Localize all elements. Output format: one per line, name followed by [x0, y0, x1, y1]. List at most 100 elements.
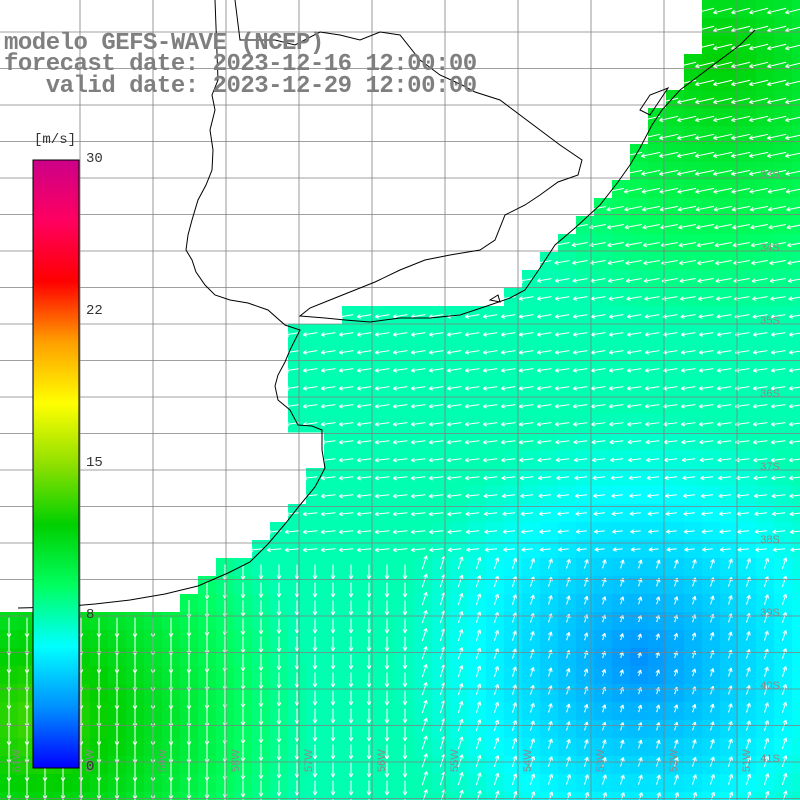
- wind-arrow-head: [715, 296, 720, 300]
- wind-arrow-head: [423, 771, 428, 775]
- wind-arrow: [620, 792, 625, 800]
- wind-arrow: [537, 278, 552, 282]
- wind-arrow-head: [479, 754, 482, 760]
- wind-arrow-head: [386, 683, 390, 688]
- wind-arrow: [781, 612, 787, 623]
- wind-arrow-head: [296, 629, 300, 634]
- wind-arrow-head: [338, 314, 343, 318]
- wind-arrow-head: [768, 224, 773, 229]
- wind-arrow: [716, 296, 732, 300]
- wind-arrow: [697, 278, 714, 282]
- wind-arrow: [537, 368, 552, 372]
- wind-arrow-head: [640, 687, 643, 692]
- wind-cell: [792, 720, 800, 739]
- wind-arrow-head: [608, 298, 613, 301]
- wind-arrow-head: [586, 739, 589, 744]
- wind-arrow: [731, 205, 751, 211]
- wind-arrow-head: [677, 66, 682, 69]
- wind-arrow-head: [530, 594, 534, 599]
- wind-arrow: [575, 512, 587, 515]
- wind-arrow: [411, 440, 426, 444]
- wind-arrow-head: [384, 683, 388, 688]
- wind-arrow-head: [619, 596, 624, 600]
- wind-arrow-head: [548, 667, 552, 671]
- wind-arrow-head: [284, 547, 289, 551]
- wind-arrow-head: [782, 772, 787, 777]
- wind-arrow: [626, 296, 642, 300]
- wind-arrow-head: [681, 441, 686, 445]
- wind-arrow-head: [276, 684, 280, 689]
- wind-arrow-head: [736, 513, 741, 517]
- wind-arrow-head: [749, 756, 752, 761]
- wind-arrow-head: [296, 683, 300, 688]
- wind-arrow-head: [767, 684, 769, 689]
- wind-arrow-head: [384, 791, 388, 796]
- wind-arrow-head: [410, 439, 415, 443]
- wind-arrow: [447, 332, 462, 336]
- wind-arrow: [714, 241, 732, 247]
- wind-arrow-head: [348, 755, 352, 760]
- wind-arrow-head: [677, 792, 680, 797]
- wind-arrow: [571, 224, 588, 229]
- wind-arrow: [493, 666, 499, 677]
- wind-arrow: [620, 669, 624, 677]
- wind-arrow-head: [458, 592, 463, 597]
- wind-arrow-head: [604, 669, 607, 674]
- wind-arrow: [785, 62, 800, 68]
- wind-arrow-head: [423, 555, 427, 560]
- wind-arrow-head: [500, 403, 505, 408]
- wind-arrow-head: [476, 683, 481, 687]
- wind-arrow: [754, 512, 768, 515]
- wind-arrow-head: [785, 12, 790, 15]
- wind-arrow-head: [459, 789, 463, 794]
- wind-arrow-head: [426, 789, 428, 794]
- wind-arrow: [475, 701, 481, 714]
- wind-arrow-head: [554, 421, 559, 425]
- wind-arrow-head: [519, 298, 524, 301]
- wind-arrow-head: [294, 755, 298, 760]
- wind-arrow: [393, 404, 408, 408]
- wind-arrow-head: [788, 475, 793, 479]
- wind-arrow-head: [647, 513, 652, 516]
- wind-arrow-head: [751, 280, 756, 284]
- wind-arrow-head: [771, 477, 776, 481]
- wind-arrow-head: [611, 513, 616, 516]
- wind-arrow-head: [384, 701, 388, 706]
- wind-arrow-head: [604, 704, 607, 709]
- wind-cell: [756, 792, 775, 800]
- wind-arrow: [447, 368, 462, 372]
- wind-arrow-head: [715, 278, 720, 282]
- wind-arrow-head: [680, 350, 685, 354]
- wind-arrow-head: [428, 370, 434, 373]
- wind-arrow-head: [466, 531, 471, 535]
- wind-arrow: [763, 738, 769, 749]
- wind-arrow-head: [410, 424, 416, 427]
- wind-arrow-head: [646, 475, 651, 479]
- wind-arrow: [638, 559, 642, 569]
- wind-arrow-head: [712, 632, 715, 637]
- wind-arrow-head: [500, 406, 506, 409]
- wind-arrow-head: [533, 756, 536, 761]
- wind-arrow-head: [338, 531, 343, 535]
- wind-arrow-head: [593, 513, 598, 516]
- wind-arrow-head: [607, 242, 611, 246]
- wind-arrow-head: [608, 316, 614, 319]
- wind-arrow-head: [332, 629, 336, 634]
- wind-arrow: [763, 612, 769, 623]
- wind-arrow-head: [368, 755, 372, 760]
- wind-arrow-head: [258, 593, 262, 598]
- wind-cell: [288, 792, 307, 800]
- wind-arrow: [357, 404, 372, 408]
- wind-arrow-head: [698, 316, 703, 319]
- wind-arrow-head: [312, 665, 316, 670]
- wind-arrow-head: [642, 209, 647, 212]
- wind-arrow-head: [332, 755, 336, 760]
- wind-arrow-head: [674, 757, 678, 761]
- wind-arrow-head: [628, 457, 632, 461]
- wind-arrow-head: [751, 260, 755, 264]
- wind-arrow-head: [782, 611, 787, 616]
- wind-arrow-head: [637, 633, 642, 637]
- wind-arrow-head: [642, 224, 647, 229]
- wind-arrow: [457, 611, 463, 624]
- wind-arrow-head: [731, 189, 736, 193]
